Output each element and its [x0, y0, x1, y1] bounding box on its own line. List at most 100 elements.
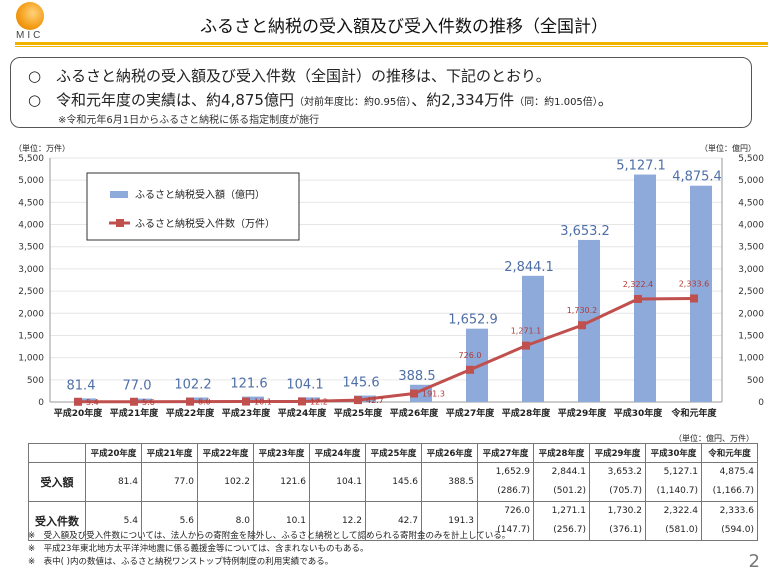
- right-axis-unit: （単位：億円）: [700, 144, 756, 153]
- cell-value: 1,652.9: [495, 467, 530, 477]
- title-rule: [15, 42, 768, 45]
- right-tick-label: 1,500: [738, 331, 764, 341]
- left-tick-label: 2,000: [18, 309, 44, 319]
- cell-value: 2,333.6: [719, 506, 754, 516]
- left-tick-label: 500: [27, 376, 44, 386]
- x-tick-label: 平成20年度: [54, 407, 104, 419]
- right-tick-label: 5,500: [738, 154, 764, 164]
- table-row: 受入額 81.4 77.0 102.2 121.6 104.1 145.6 388.5 1,65…: [28, 462, 758, 502]
- left-tick-label: 3,000: [18, 265, 44, 275]
- cell-value: 726.0: [504, 506, 530, 516]
- legend-bar-swatch: [110, 191, 128, 198]
- bar: [186, 397, 208, 402]
- data-table: 平成20年度 平成21年度 平成22年度 平成23年度 平成24年度 平成25年度 平成26…: [28, 443, 758, 541]
- bar-data-label: 81.4: [67, 378, 96, 393]
- line-data-label: 2,322.4: [623, 280, 654, 289]
- table-cell: 4,875.4 (1,166.7): [701, 462, 758, 502]
- cell-value: 5.4: [123, 516, 138, 526]
- line-data-label: 12.2: [310, 397, 328, 406]
- bar: [634, 174, 656, 402]
- footnote: ※ 平成23年東北地方太平洋沖地震に係る義援金等については、含まれないものもある…: [28, 544, 369, 554]
- line-data-label: 1,271.1: [511, 327, 542, 336]
- cell-onestop-value: (147.7): [497, 525, 530, 535]
- mic-logo: MIC: [14, 2, 50, 42]
- column-header: 平成24年度: [309, 443, 366, 463]
- line-marker: [634, 294, 642, 303]
- table-cell: 3,653.2 (705.7): [589, 462, 646, 502]
- cell-onestop-value: (1,166.7): [712, 486, 754, 496]
- bar-data-label: 2,844.1: [504, 260, 554, 275]
- table-cell: 191.3: [421, 501, 478, 541]
- summary-box: [10, 57, 752, 128]
- column-header: 平成23年度: [253, 443, 310, 463]
- left-tick-label: 4,500: [18, 198, 44, 208]
- table-unit: （単位：億円、万件）: [674, 434, 754, 443]
- left-tick-label: 5,500: [18, 154, 44, 164]
- x-tick-label: 平成22年度: [166, 407, 216, 419]
- x-tick-label: 平成27年度: [446, 407, 496, 419]
- right-tick-label: 3,500: [738, 243, 764, 253]
- table-cell: 5.4: [85, 501, 142, 541]
- column-header: 平成27年度: [477, 443, 534, 463]
- table-cell: 2,322.4 (581.0): [645, 501, 702, 541]
- right-tick-label: 2,500: [738, 287, 764, 297]
- bar-data-label: 102.2: [174, 377, 211, 392]
- bar: [298, 397, 320, 402]
- line-marker: [578, 321, 586, 330]
- column-header: 平成20年度: [85, 443, 142, 463]
- cell-value: 2,844.1: [551, 467, 586, 477]
- row-header: 受入額: [28, 462, 86, 502]
- cell-onestop-value: (376.1): [609, 525, 642, 535]
- x-tick-label: 令和元年度: [670, 407, 717, 419]
- table-cell: 1,271.1 (256.7): [533, 501, 590, 541]
- cell-onestop-value: (581.0): [665, 525, 698, 535]
- x-tick-label: 平成24年度: [278, 407, 328, 419]
- table-cell: 121.6: [253, 462, 310, 502]
- bar-data-label: 145.6: [342, 376, 379, 391]
- bar-data-label: 388.5: [398, 369, 435, 384]
- bar-data-label: 1,652.9: [448, 313, 498, 328]
- right-tick-label: 4,500: [738, 198, 764, 208]
- left-tick-label: 1,500: [18, 331, 44, 341]
- left-tick-label: 1,000: [18, 354, 44, 364]
- bar-data-label: 4,875.4: [672, 170, 722, 185]
- cell-value: 2,322.4: [663, 506, 698, 516]
- line-marker: [522, 341, 530, 350]
- line-data-label: 1,730.2: [567, 306, 598, 315]
- left-tick-label: 5,000: [18, 176, 44, 186]
- x-tick-label: 平成29年度: [558, 407, 608, 419]
- line-series: [77, 296, 695, 404]
- column-header: 平成22年度: [197, 443, 254, 463]
- bar: [522, 275, 544, 402]
- footnote: ※ 表中( )内の数値は、ふるさと納税ワンストップ特例制度の利用実績である。: [28, 557, 334, 567]
- table-cell: 1,652.9 (286.7): [477, 462, 534, 502]
- cell-value: 191.3: [448, 516, 474, 526]
- cell-value: 145.6: [392, 477, 418, 487]
- table-cell: 104.1: [309, 462, 366, 502]
- cell-onestop-value: (594.0): [721, 525, 754, 535]
- right-tick-label: 500: [747, 376, 764, 386]
- line-data-label: 2,333.6: [679, 279, 710, 288]
- cell-onestop-value: (1,140.7): [656, 486, 698, 496]
- cell-value: 5.6: [179, 516, 194, 526]
- line-data-label: 42.7: [366, 396, 384, 405]
- line-data-label: 10.1: [254, 398, 272, 407]
- x-tick-label: 平成28年度: [502, 407, 552, 419]
- table-cell: 2,844.1 (501.2): [533, 462, 590, 502]
- column-header: 平成28年度: [533, 443, 590, 463]
- line-data-label: 8.0: [198, 398, 211, 407]
- left-tick-label: 4,000: [18, 221, 44, 231]
- x-tick-label: 平成21年度: [110, 407, 160, 419]
- cell-onestop-value: (256.7): [553, 525, 586, 535]
- line-marker: [130, 397, 138, 406]
- table-cell: 77.0: [141, 462, 198, 502]
- table-cell: 5.6: [141, 501, 198, 541]
- table-cell: 145.6: [365, 462, 422, 502]
- left-tick-label: 0: [38, 398, 44, 408]
- right-tick-label: 0: [758, 398, 764, 408]
- right-tick-label: 2,000: [738, 309, 764, 319]
- legend-marker-swatch: [116, 219, 124, 227]
- footnote: ※ 受入額及び受入件数については、法人からの寄附金を除外し、ふるさと納税として認…: [28, 531, 511, 541]
- left-axis-unit: （単位：万件）: [14, 144, 70, 153]
- table-cell: 2,333.6 (594.0): [701, 501, 758, 541]
